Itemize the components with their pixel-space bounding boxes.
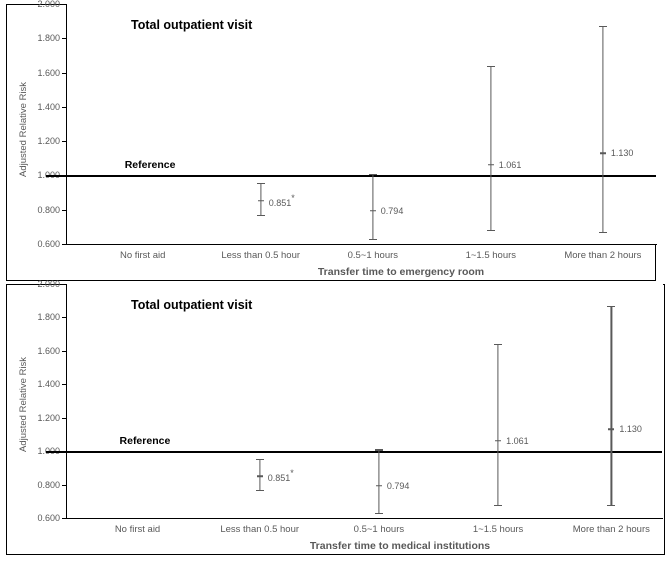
value-label: 0.794 [381, 206, 404, 216]
errorbar-cap [599, 232, 607, 233]
value-label: 0.851* [268, 469, 294, 483]
ytick-mark [62, 351, 66, 352]
ytick-label: 1.600 [28, 68, 60, 78]
value-label: 1.130 [611, 148, 634, 158]
errorbar-cap [494, 344, 502, 345]
ytick-mark [62, 107, 66, 108]
ytick-mark [62, 284, 66, 285]
xtick-label: 0.5~1 hours [348, 250, 398, 261]
ytick-mark [62, 38, 66, 39]
ytick-label: 2.000 [28, 0, 60, 9]
value-label: 1.061 [499, 160, 522, 170]
point-marker [600, 152, 606, 154]
ytick-label: 0.800 [28, 205, 60, 215]
errorbar [602, 26, 603, 232]
ytick-label: 1.400 [28, 102, 60, 112]
ytick-mark [62, 317, 66, 318]
point-marker [258, 200, 264, 202]
ytick-mark [62, 4, 66, 5]
xlabel: Transfer time to emergency room [318, 266, 484, 278]
ylabel: Adjusted Relative Risk [18, 82, 29, 177]
errorbar-cap [487, 230, 495, 231]
errorbar [260, 183, 261, 215]
ytick-label: 2.000 [28, 279, 60, 289]
ytick-label: 1.200 [28, 413, 60, 423]
value-label: 0.851* [269, 194, 295, 208]
ytick-label: 0.600 [28, 239, 60, 249]
plot-bottom [66, 284, 663, 519]
point-marker [608, 429, 614, 431]
errorbar-cap [599, 26, 607, 27]
errorbar-cap [257, 183, 265, 184]
point-marker [495, 440, 501, 442]
errorbar-cap [607, 505, 615, 506]
errorbar [378, 449, 379, 513]
errorbar [490, 66, 491, 231]
point-marker [488, 164, 494, 166]
ytick-label: 1.200 [28, 136, 60, 146]
errorbar-cap [257, 215, 265, 216]
xlabel: Transfer time to medical institutions [310, 540, 490, 552]
errorbar [611, 306, 612, 505]
errorbar-cap [256, 459, 264, 460]
xtick-label: More than 2 hours [564, 250, 641, 261]
errorbar [259, 459, 260, 490]
xtick-label: No first aid [115, 524, 160, 535]
ytick-mark [62, 485, 66, 486]
ytick-label: 1.400 [28, 379, 60, 389]
value-label: 1.061 [506, 436, 529, 446]
ytick-label: 0.600 [28, 513, 60, 523]
ytick-mark [62, 73, 66, 74]
point-marker [257, 475, 263, 477]
figure: 0.6000.8001.0001.2001.4001.6001.8002.000… [0, 0, 669, 561]
errorbar-cap [494, 505, 502, 506]
xtick-label: 1~1.5 hours [473, 524, 523, 535]
errorbar-cap [375, 449, 383, 450]
errorbar-cap [375, 513, 383, 514]
point-marker [370, 210, 376, 212]
ytick-mark [62, 418, 66, 419]
errorbar [498, 344, 499, 504]
errorbar-cap [369, 239, 377, 240]
errorbar-cap [256, 490, 264, 491]
point-marker [376, 485, 382, 487]
ytick-mark [62, 141, 66, 142]
ytick-label: 1.600 [28, 346, 60, 356]
plot-top [66, 4, 657, 245]
ytick-mark [62, 244, 66, 245]
xtick-label: More than 2 hours [573, 524, 650, 535]
xtick-label: 0.5~1 hours [354, 524, 404, 535]
xtick-label: 1~1.5 hours [466, 250, 516, 261]
value-label: 0.794 [387, 481, 410, 491]
ytick-label: 1.800 [28, 312, 60, 322]
ylabel: Adjusted Relative Risk [18, 357, 29, 452]
xtick-label: Less than 0.5 hour [220, 524, 299, 535]
ytick-mark [62, 210, 66, 211]
value-label: 1.130 [619, 424, 642, 434]
ytick-label: 1.800 [28, 33, 60, 43]
reference-line [46, 175, 656, 177]
xtick-label: Less than 0.5 hour [221, 250, 300, 261]
errorbar-cap [369, 174, 377, 175]
xtick-label: No first aid [120, 250, 165, 261]
ytick-mark [62, 518, 66, 519]
errorbar [372, 174, 373, 239]
ytick-label: 0.800 [28, 480, 60, 490]
chart-title: Total outpatient visit [131, 18, 252, 32]
reference-label: Reference [125, 159, 176, 171]
errorbar-cap [607, 306, 615, 307]
ytick-mark [62, 384, 66, 385]
reference-label: Reference [120, 435, 171, 447]
chart-title: Total outpatient visit [131, 298, 252, 312]
reference-line [46, 451, 662, 453]
errorbar-cap [487, 66, 495, 67]
